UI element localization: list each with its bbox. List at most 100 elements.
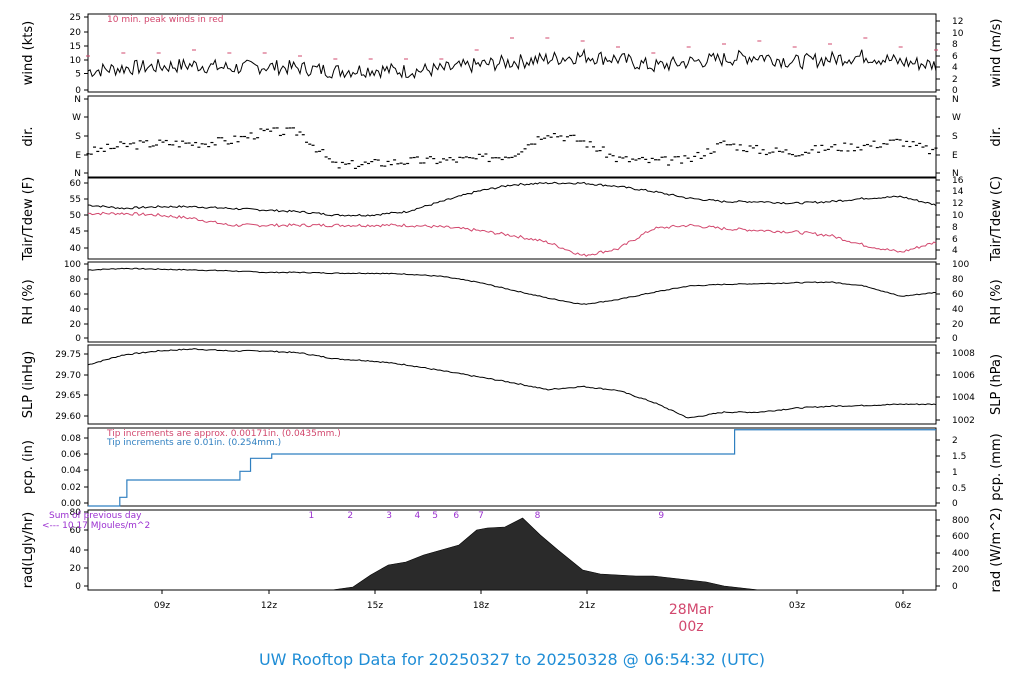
- radiation-marker: 3: [386, 511, 392, 521]
- right-tick-label: 100: [952, 260, 969, 270]
- left-tick-label: 50: [70, 211, 82, 221]
- left-tick-label: N: [74, 169, 81, 179]
- dewpoint-line: [87, 211, 937, 257]
- time-tick-label: 15z: [367, 601, 383, 611]
- left-tick-label: 80: [70, 508, 82, 518]
- air-temperature-line: [87, 181, 937, 217]
- right-tick-label: 800: [952, 516, 969, 526]
- right-tick-label: 4: [952, 246, 958, 256]
- left-tick-label: 0.04: [61, 466, 81, 476]
- left-tick-label: 60: [70, 290, 82, 300]
- left-tick-label: 40: [70, 546, 82, 556]
- right-tick-label: 12: [952, 17, 963, 27]
- right-tick-label: 600: [952, 532, 969, 542]
- left-tick-label: E: [75, 151, 81, 161]
- left-tick-label: 0.00: [61, 499, 81, 509]
- left-axis-label: pcp. (in): [21, 440, 36, 494]
- radiation-marker: 9: [658, 511, 664, 521]
- left-tick-label: 0.02: [61, 483, 81, 493]
- right-tick-label: 0: [952, 582, 958, 592]
- left-tick-label: 29.75: [55, 350, 81, 360]
- panel-frame-wind: [87, 13, 937, 93]
- day-marker-date: 28Mar: [669, 602, 713, 618]
- panel-frame-temp: [87, 177, 937, 260]
- right-tick-label: 40: [952, 305, 964, 315]
- left-tick-label: 20: [70, 564, 82, 574]
- panel-frame-rh: [87, 261, 937, 343]
- left-tick-label: 60: [70, 179, 82, 189]
- left-axis-label: RH (%): [21, 279, 36, 324]
- time-tick-label: 21z: [579, 601, 595, 611]
- right-tick-label: 8: [952, 40, 958, 50]
- time-axis: 09z 12z 15z 18z 21z 03z 06z: [154, 590, 911, 611]
- right-tick-label: N: [952, 169, 959, 179]
- left-tick-label: S: [75, 132, 81, 142]
- left-tick-label: 20: [70, 320, 82, 330]
- right-tick-label: 20: [952, 320, 964, 330]
- panel-frame-dir: [87, 95, 937, 178]
- left-tick-label: 15: [70, 42, 81, 52]
- tip-blue-note: Tip increments are 0.01in. (0.254mm.): [106, 438, 281, 448]
- time-tick-label: 06z: [895, 601, 911, 611]
- radiation-area: [88, 517, 936, 591]
- right-tick-label: 2: [952, 436, 958, 446]
- right-tick-label: S: [952, 132, 958, 142]
- left-tick-label: 40: [70, 305, 82, 315]
- right-tick-label: 12: [952, 199, 963, 209]
- right-tick-label: 80: [952, 275, 964, 285]
- panel-frame-pcp: [87, 427, 937, 507]
- left-tick-label: 60: [70, 526, 82, 536]
- tip-red-note: Tip increments are approx. 0.00171in. (0…: [106, 429, 341, 439]
- left-tick-label: 100: [64, 260, 81, 270]
- left-tick-label: 0: [75, 334, 81, 344]
- right-tick-label: 10: [952, 211, 964, 221]
- right-tick-label: 1004: [952, 393, 975, 403]
- right-tick-label: 60: [952, 290, 964, 300]
- right-tick-label: 1008: [952, 349, 975, 359]
- chart-title: UW Rooftop Data for 20250327 to 20250328…: [259, 650, 765, 669]
- right-tick-label: 200: [952, 565, 969, 575]
- left-axis-label: wind (kts): [21, 21, 36, 85]
- right-tick-label: 0: [952, 334, 958, 344]
- relative-humidity-line: [87, 267, 937, 305]
- right-tick-label: 0: [952, 86, 958, 96]
- right-tick-label: 1002: [952, 416, 975, 426]
- left-tick-label: 25: [70, 13, 81, 23]
- panel-frame-slp: [87, 344, 937, 425]
- right-tick-label: E: [952, 151, 958, 161]
- radiation-marker: 1: [309, 511, 315, 521]
- right-tick-label: 4: [952, 63, 958, 73]
- right-tick-label: 14: [952, 187, 964, 197]
- radiation-marker: 2: [347, 511, 353, 521]
- left-axis-label: SLP (inHg): [21, 351, 36, 419]
- radiation-marker: 5: [432, 511, 438, 521]
- radiation-marker: 6: [453, 511, 459, 521]
- left-tick-label: 40: [70, 244, 82, 254]
- right-axis-label: wind (m/s): [989, 19, 1004, 88]
- left-tick-label: 29.70: [55, 371, 81, 381]
- right-axis-label: RH (%): [989, 279, 1004, 324]
- right-tick-label: 0.5: [952, 484, 966, 494]
- right-tick-label: 1: [952, 468, 958, 478]
- left-axis-label: dir.: [21, 126, 36, 146]
- right-axis-label: dir.: [989, 126, 1004, 146]
- right-tick-label: 400: [952, 549, 969, 559]
- panel-slp: 29.60 29.65 29.70 29.75 1002 1004 1006 1008 SLP …: [21, 344, 1004, 426]
- time-tick-label: 12z: [261, 601, 277, 611]
- right-tick-label: 16: [952, 176, 964, 186]
- peak-note: 10 min. peak winds in red: [107, 15, 224, 25]
- left-tick-label: 0: [75, 582, 81, 592]
- time-tick-label: 03z: [789, 601, 805, 611]
- left-tick-label: 0.08: [61, 434, 81, 444]
- right-tick-label: 1.5: [952, 452, 966, 462]
- sum-note-line1: Sum of previous day: [49, 511, 142, 521]
- time-tick-label: 18z: [473, 601, 489, 611]
- left-tick-label: 29.65: [55, 391, 81, 401]
- left-tick-label: 0: [75, 86, 81, 96]
- sum-note-line2: <--- 10.17 MJoules/m^2: [42, 521, 150, 531]
- right-axis-label: rad (W/m^2): [989, 508, 1004, 593]
